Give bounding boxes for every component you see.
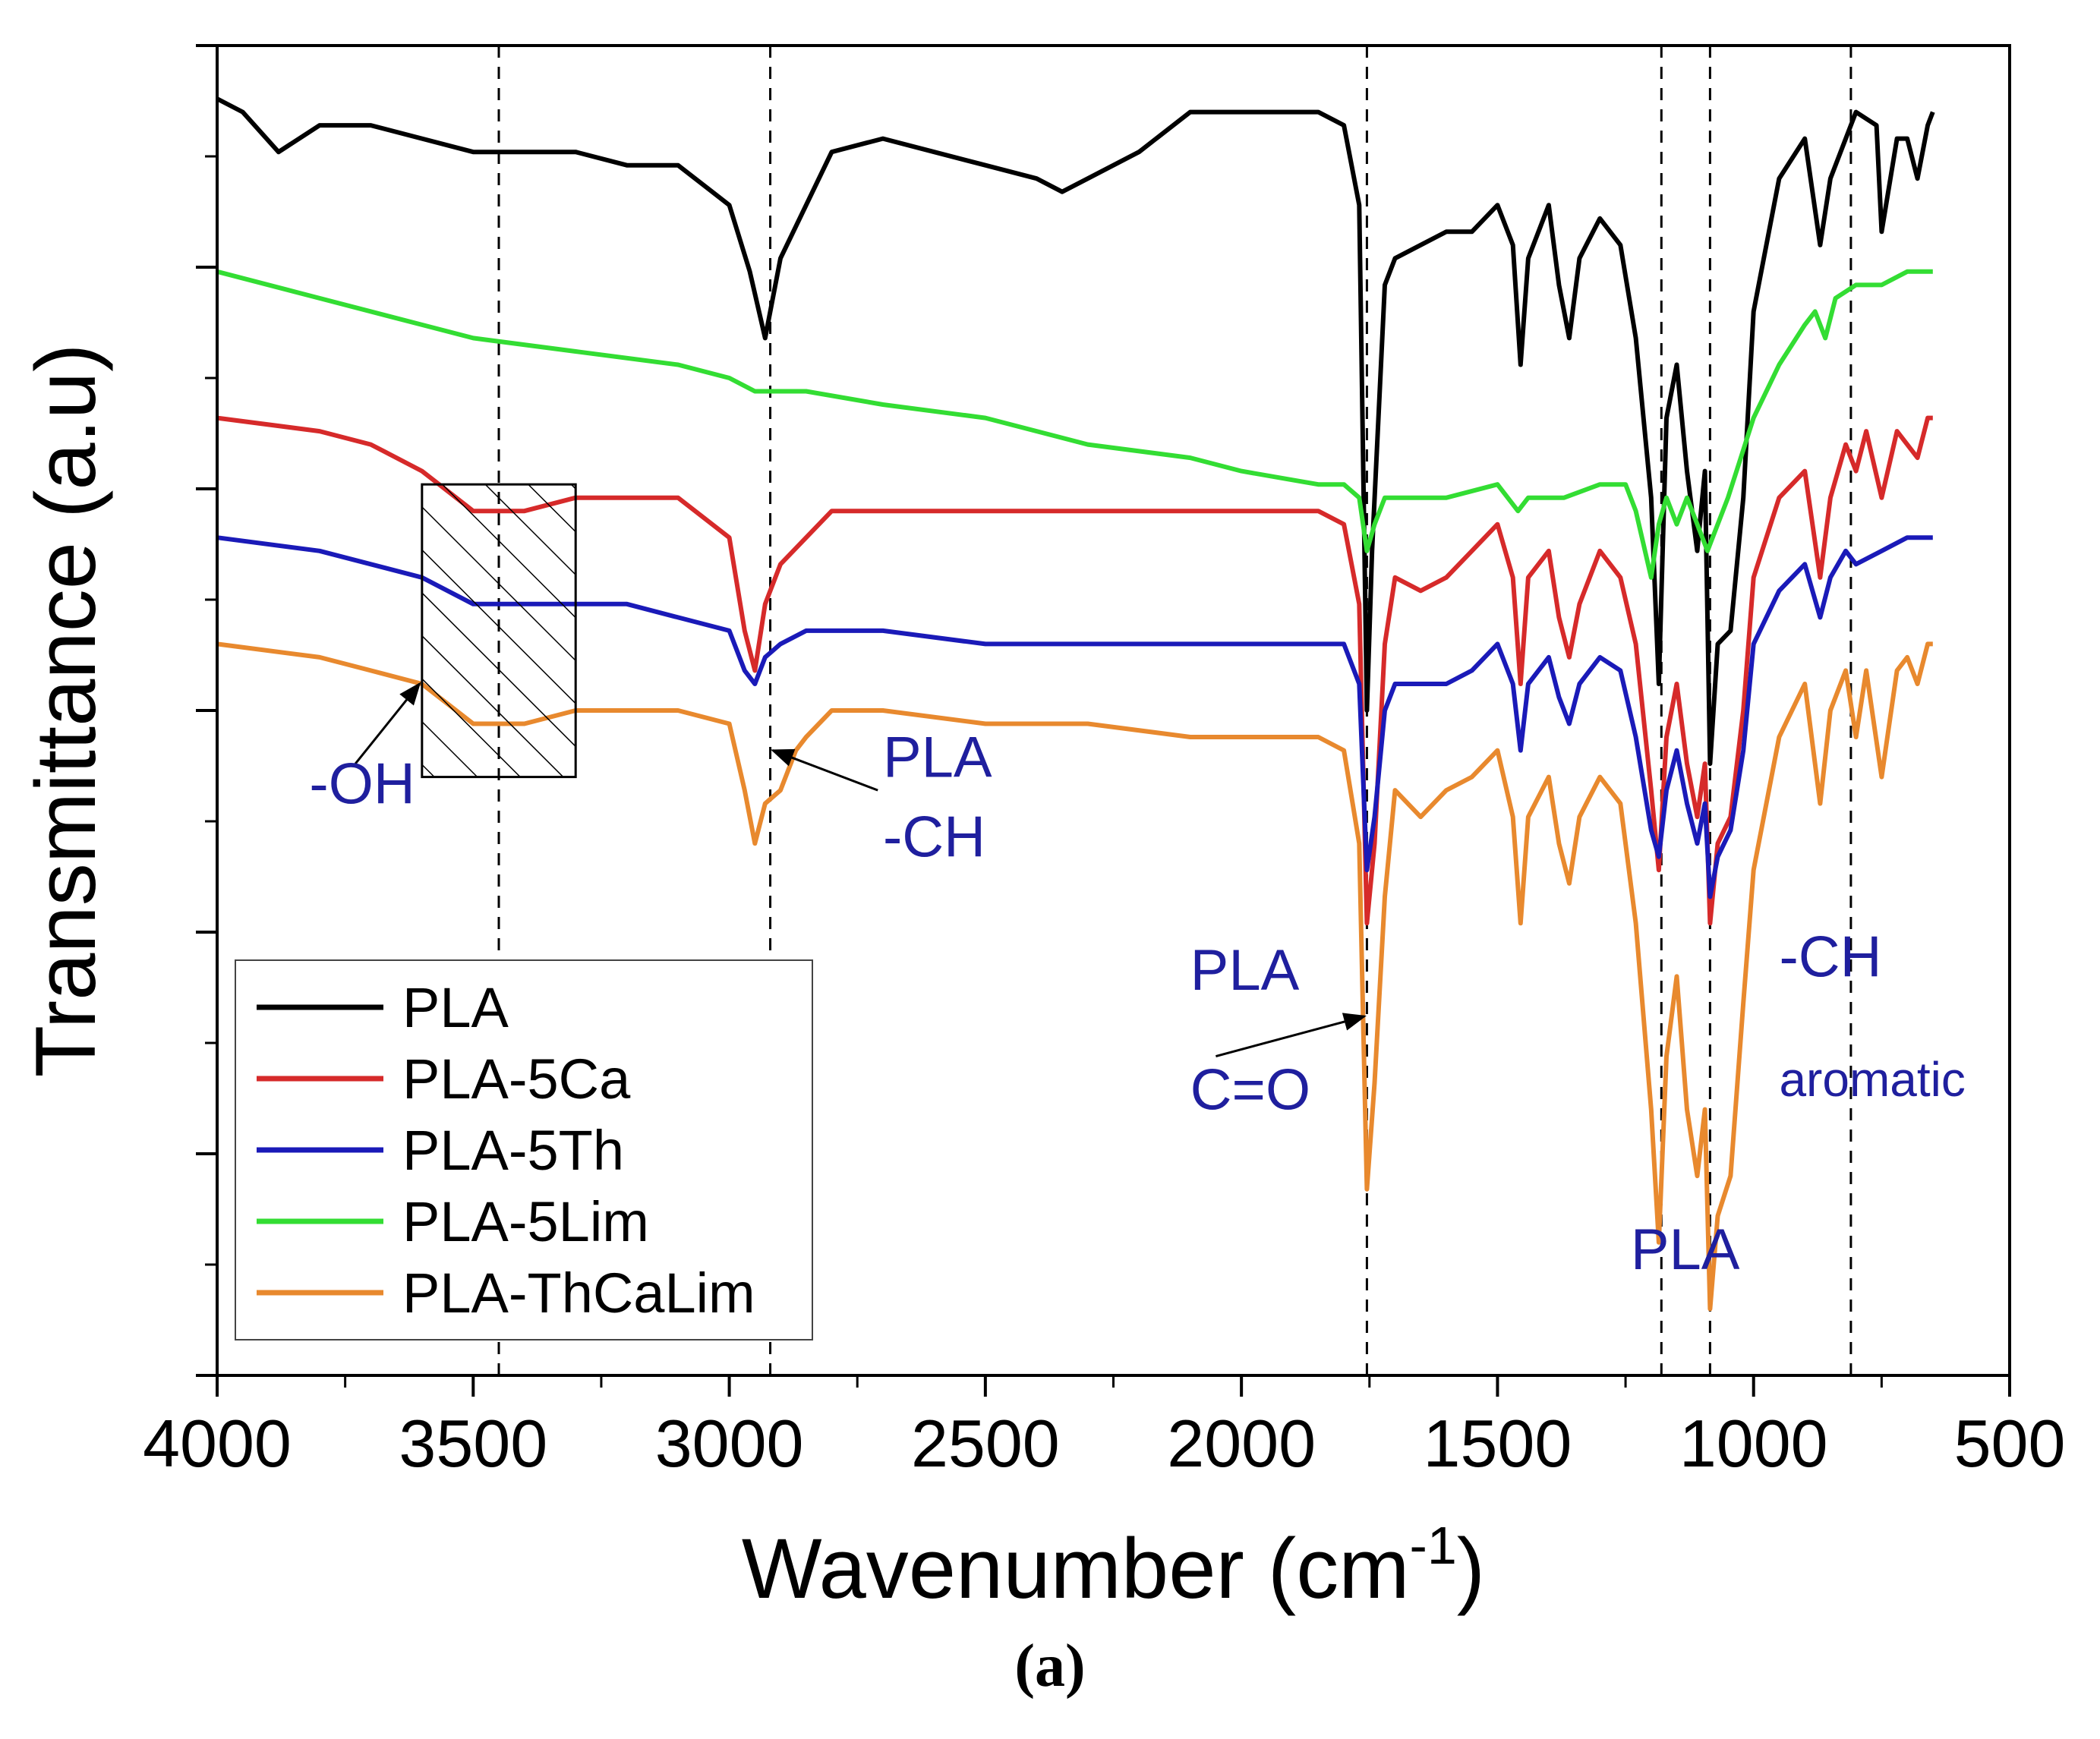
x-tick-label: 1500: [1424, 1406, 1572, 1481]
legend-label: PLA: [402, 976, 509, 1039]
legend-label: PLA-5Th: [402, 1119, 624, 1182]
x-tick-label: 500: [1954, 1406, 2066, 1481]
x-tick-label: 2500: [911, 1406, 1060, 1481]
series-line-pla: [216, 96, 1935, 767]
series-line-pla-5th: [216, 535, 1933, 899]
annotation-arrow: [771, 748, 878, 792]
legend: PLA PLA-5Ca PLA-5Th PLA-5Lim PLA-ThCaLim: [235, 959, 813, 1340]
annotation-arrow: [1216, 1013, 1367, 1057]
x-tick-label: 3500: [399, 1406, 547, 1481]
x-tick-label: 4000: [143, 1406, 292, 1481]
annotation-ch_arom_1: -CH: [1779, 925, 1881, 989]
annotation-arrows: [354, 682, 1367, 1057]
hatched-oh-region: [421, 483, 577, 779]
x-tick-label: 1000: [1679, 1406, 1828, 1481]
legend-label: PLA-5Lim: [402, 1190, 649, 1253]
annotation-pla_co_2: C=O: [1190, 1058, 1310, 1123]
legend-label: PLA-ThCaLim: [402, 1262, 755, 1325]
y-axis-title: Transmittance (a.u): [18, 344, 113, 1078]
annotation-pla_ch_1: PLA: [883, 726, 992, 790]
y-axis-ticks: [196, 44, 217, 1377]
annotation-arrow: [354, 682, 421, 765]
annotation-pla_bottom: PLA: [1631, 1218, 1740, 1282]
series-line-pla-5lim: [216, 269, 1933, 580]
figure-caption: (a): [1014, 1633, 1086, 1700]
x-tick-label: 2000: [1167, 1406, 1316, 1481]
x-axis-ticks: 4000 3500 3000 2500 2000 1500 1000 500: [143, 1375, 2065, 1481]
series-line-pla-thcalim: [216, 641, 1933, 1312]
annotations: -OH PLA -CH PLA C=O PLA -CH aromatic: [309, 726, 1965, 1282]
x-tick-label: 3000: [655, 1406, 804, 1481]
hatched-region: [421, 483, 577, 779]
spectra-series: [216, 96, 1935, 1312]
series-line-pla-5ca: [216, 415, 1933, 926]
annotation-pla_co_1: PLA: [1190, 938, 1300, 1003]
x-axis-title: Wavenumber (cm-1): [742, 1516, 1485, 1616]
annotation-pla_ch_2: -CH: [883, 805, 985, 870]
annotation-oh: -OH: [309, 752, 415, 817]
legend-label: PLA-5Ca: [402, 1047, 631, 1111]
annotation-ch_arom_2: aromatic: [1779, 1052, 1965, 1107]
